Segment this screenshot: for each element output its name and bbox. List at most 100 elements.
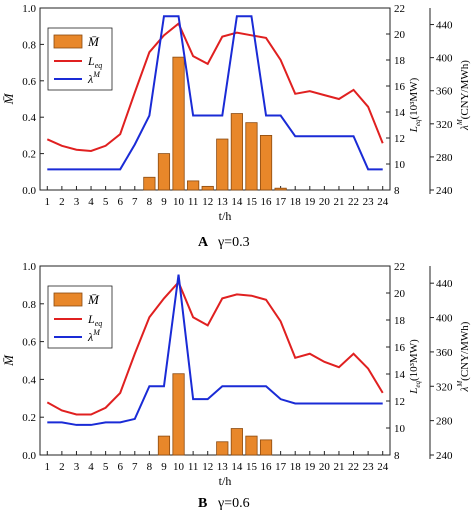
bar bbox=[216, 441, 229, 456]
y-tick-label: 0.6 bbox=[22, 337, 36, 349]
x-tick-label: 12 bbox=[202, 196, 213, 208]
x-tick-label: 18 bbox=[290, 461, 302, 473]
x-tick-label: 16 bbox=[261, 196, 273, 208]
bar bbox=[274, 187, 287, 191]
x-tick-label: 4 bbox=[88, 196, 94, 208]
y2-tick-label: 18 bbox=[394, 315, 406, 327]
bar bbox=[230, 428, 243, 456]
x-tick-label: 11 bbox=[188, 196, 199, 208]
y-tick-label: 0.8 bbox=[22, 39, 36, 51]
y-tick-label: 0.2 bbox=[22, 412, 36, 424]
x-tick-label: 13 bbox=[217, 196, 229, 208]
bar bbox=[172, 56, 185, 191]
bar bbox=[172, 373, 185, 456]
y2-tick-label: 20 bbox=[394, 288, 406, 300]
x-tick-label: 3 bbox=[74, 196, 80, 208]
bar bbox=[259, 134, 273, 191]
y3-axis-label: λM(CNY/MWh) bbox=[456, 321, 471, 392]
legend-leq-label: Leq bbox=[87, 312, 102, 328]
y3-tick-label: 360 bbox=[436, 86, 453, 98]
x-tick-label: 3 bbox=[74, 461, 80, 473]
x-tick-label: 8 bbox=[147, 461, 153, 473]
y-tick-label: 0.4 bbox=[22, 112, 36, 124]
y3-tick-label: 440 bbox=[436, 20, 453, 32]
x-tick-label: 4 bbox=[88, 461, 94, 473]
bar bbox=[201, 185, 214, 191]
bar bbox=[259, 439, 273, 456]
legend-bar-swatch bbox=[53, 292, 83, 307]
bar bbox=[245, 435, 258, 456]
x-tick-label: 22 bbox=[348, 196, 359, 208]
chart-panel-a: 0.00.20.40.60.81.0M̄810121416182022Leq(1… bbox=[1, 3, 471, 250]
x-tick-label: 12 bbox=[202, 461, 213, 473]
x-tick-label: 14 bbox=[231, 196, 243, 208]
bar bbox=[216, 138, 229, 191]
lambda-line bbox=[47, 15, 383, 171]
y2-tick-label: 16 bbox=[394, 81, 406, 93]
y2-tick-label: 22 bbox=[394, 261, 405, 273]
x-axis-label: t/h bbox=[219, 209, 232, 223]
y2-tick-label: 8 bbox=[394, 450, 400, 462]
x-tick-label: 24 bbox=[377, 196, 389, 208]
x-tick-label: 20 bbox=[319, 461, 331, 473]
x-tick-label: 5 bbox=[103, 196, 109, 208]
x-tick-label: 20 bbox=[319, 196, 331, 208]
x-tick-label: 10 bbox=[173, 461, 185, 473]
y-tick-label: 1.0 bbox=[22, 3, 36, 15]
x-tick-label: 17 bbox=[275, 461, 287, 473]
x-tick-label: 19 bbox=[304, 196, 316, 208]
y3-tick-label: 280 bbox=[436, 152, 453, 164]
y2-tick-label: 8 bbox=[394, 185, 400, 197]
y-axis-label: M̄ bbox=[1, 354, 16, 367]
plot-frame bbox=[39, 7, 391, 191]
y2-tick-label: 20 bbox=[394, 29, 406, 41]
y2-tick-label: 16 bbox=[394, 342, 406, 354]
y2-tick-label: 10 bbox=[394, 159, 406, 171]
legend-leq-label: Leq bbox=[87, 54, 102, 70]
bar bbox=[143, 176, 156, 191]
x-tick-label: 11 bbox=[188, 461, 199, 473]
leq-line bbox=[46, 22, 384, 153]
x-tick-label: 9 bbox=[161, 461, 167, 473]
bar bbox=[157, 153, 171, 191]
x-tick-label: 5 bbox=[103, 461, 109, 473]
legend-bar-label: M̄ bbox=[87, 34, 100, 49]
x-tick-label: 10 bbox=[173, 196, 185, 208]
bar bbox=[245, 122, 258, 191]
y2-tick-label: 10 bbox=[394, 423, 406, 435]
x-tick-label: 2 bbox=[59, 196, 65, 208]
x-tick-label: 9 bbox=[161, 196, 167, 208]
plot-frame bbox=[39, 265, 391, 456]
x-tick-label: 15 bbox=[246, 196, 258, 208]
x-tick-label: 7 bbox=[132, 461, 138, 473]
y2-tick-label: 22 bbox=[394, 3, 405, 15]
x-tick-label: 24 bbox=[377, 461, 389, 473]
legend-bar-label: M̄ bbox=[87, 292, 100, 307]
x-tick-label: 1 bbox=[45, 461, 51, 473]
y2-tick-label: 14 bbox=[394, 107, 406, 119]
x-tick-label: 23 bbox=[363, 461, 375, 473]
x-tick-label: 7 bbox=[132, 196, 138, 208]
x-tick-label: 19 bbox=[304, 461, 316, 473]
y2-tick-label: 12 bbox=[394, 133, 405, 145]
x-tick-label: 6 bbox=[117, 461, 123, 473]
y-tick-label: 1.0 bbox=[22, 261, 36, 273]
y-tick-label: 0.2 bbox=[22, 149, 36, 161]
x-tick-label: 21 bbox=[333, 461, 344, 473]
leq-line bbox=[46, 280, 384, 416]
y3-tick-label: 320 bbox=[436, 381, 453, 393]
x-tick-label: 1 bbox=[45, 196, 51, 208]
x-tick-label: 18 bbox=[290, 196, 302, 208]
bar bbox=[230, 113, 243, 191]
x-tick-label: 14 bbox=[231, 461, 243, 473]
panel-caption: γ=0.6 bbox=[217, 496, 250, 511]
x-tick-label: 21 bbox=[333, 196, 344, 208]
legend-lambda-label: λM bbox=[87, 70, 101, 86]
x-tick-label: 17 bbox=[275, 196, 287, 208]
y3-tick-label: 240 bbox=[436, 185, 453, 197]
y2-axis-label: Leq(10³MW) bbox=[408, 339, 422, 395]
y3-tick-label: 400 bbox=[436, 313, 453, 325]
